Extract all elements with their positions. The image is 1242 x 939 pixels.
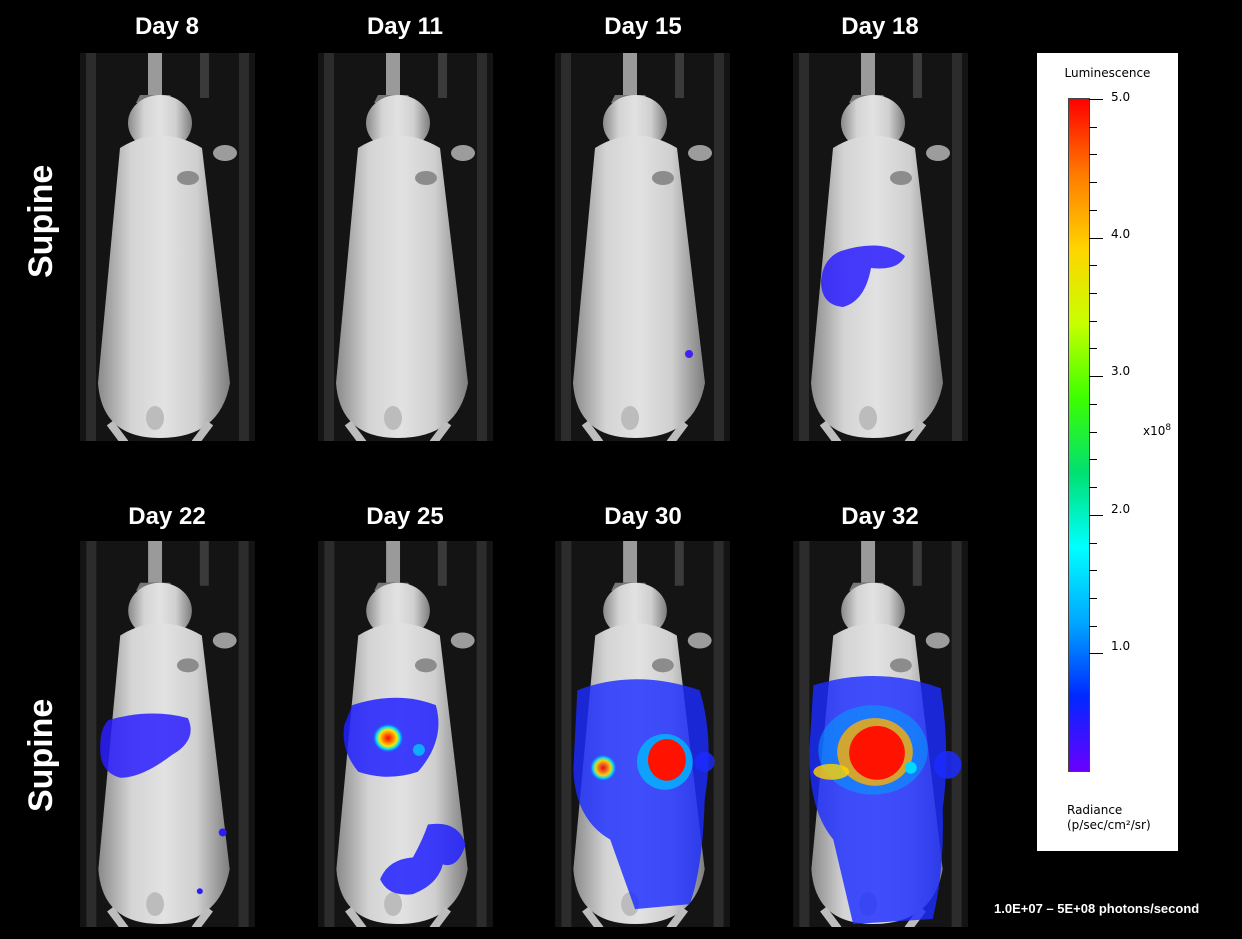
colorbar-tick [1089, 625, 1097, 627]
colorbar-tick [1089, 154, 1097, 156]
colorbar-tick [1089, 209, 1097, 211]
mouse-image-day-25 [318, 541, 493, 927]
photon-range-note: 1.0E+07 – 5E+08 photons/second [994, 901, 1200, 916]
legend-title: Luminescence [1064, 66, 1151, 80]
tick-label: 4.0 [1111, 227, 1131, 241]
colorbar-tick [1089, 376, 1103, 378]
colorbar-tick [1089, 320, 1097, 322]
row-label-bottom: Supine [22, 698, 60, 812]
tick-label: 2.0 [1111, 502, 1131, 516]
colorbar-tick [1089, 487, 1097, 489]
mouse-image-day-11 [318, 53, 493, 441]
colorbar-tick [1089, 403, 1097, 405]
row-label-top: Supine [22, 164, 60, 278]
day-title: Day 30 [604, 503, 682, 530]
day-title: Day 22 [128, 503, 206, 530]
colorbar-tick [1089, 459, 1097, 461]
day-title: Day 32 [841, 503, 919, 530]
day-title: Day 8 [134, 13, 200, 40]
colorbar-tick [1089, 348, 1097, 350]
colorbar-tick [1089, 542, 1097, 544]
mouse-image-day-22 [80, 541, 255, 927]
colorbar-tick [1089, 182, 1097, 184]
colorbar-tick [1089, 431, 1097, 433]
colorbar-tick [1089, 570, 1097, 572]
colorbar-tick [1089, 99, 1103, 100]
colorbar-tick [1089, 597, 1097, 599]
colorbar-tick [1089, 126, 1097, 128]
mouse-image-day-30 [555, 541, 730, 927]
day-title: Day 15 [604, 13, 682, 40]
tick-label: 5.0 [1111, 90, 1131, 104]
color-scale-bar [1068, 98, 1090, 772]
colorbar-tick [1089, 265, 1097, 267]
colorbar-tick [1089, 653, 1103, 655]
day-title: Day 18 [841, 13, 919, 40]
radiance-units: Radiance (p/sec/cm²/sr) [1067, 803, 1151, 832]
mouse-image-day-32 [793, 541, 968, 927]
tick-label: 3.0 [1111, 364, 1131, 378]
colorbar-tick [1089, 237, 1103, 239]
mouse-image-day-8 [80, 53, 255, 441]
tick-label: 1.0 [1111, 639, 1131, 653]
scale-multiplier: x108 [1143, 423, 1172, 438]
colorbar-tick [1089, 293, 1097, 295]
day-title: Day 25 [366, 503, 444, 530]
colorbar-tick [1089, 514, 1103, 516]
luminescence-colorbar-legend: Luminescence 5.0 4.0 3.0 2.0 1.0 x108 Ra… [1037, 53, 1178, 851]
mouse-image-day-18 [793, 53, 968, 441]
day-title: Day 11 [366, 13, 444, 40]
mouse-image-day-15 [555, 53, 730, 441]
